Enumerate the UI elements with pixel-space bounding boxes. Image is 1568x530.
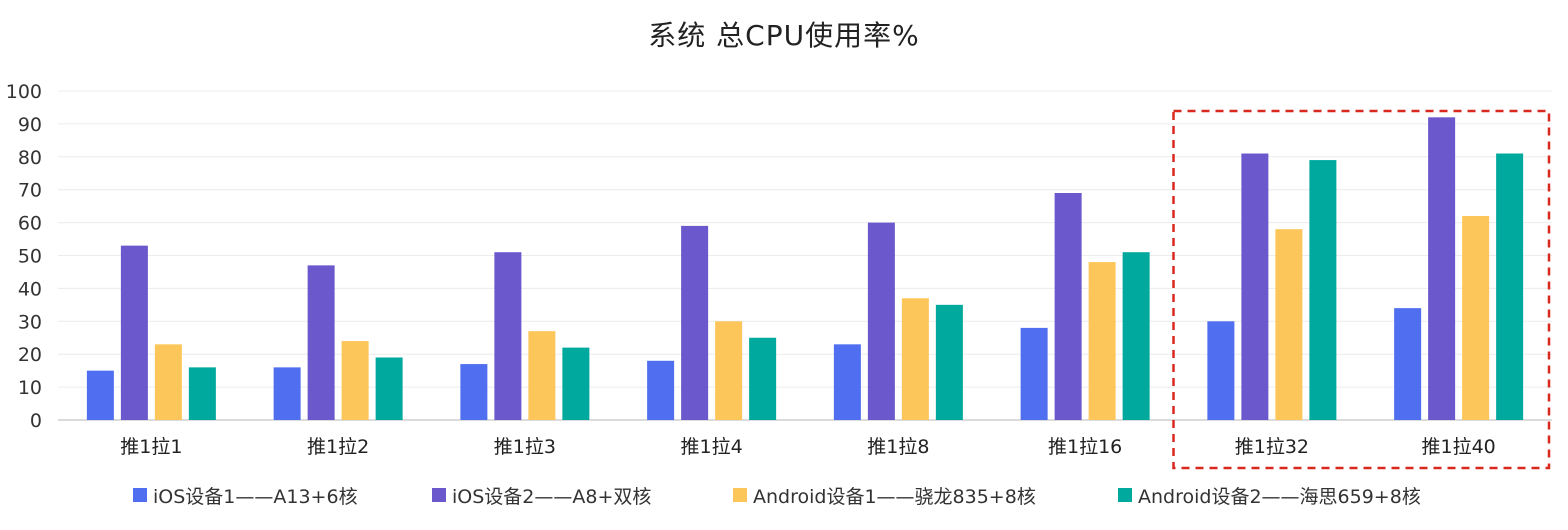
bar [460,364,488,420]
y-tick-label: 70 [18,180,42,202]
x-tick-label: 推1拉2 [307,436,369,458]
bar [375,357,403,420]
bar [120,245,148,420]
x-tick-label: 推1拉1 [120,436,182,458]
bar [188,367,216,420]
y-axis-ticks: 0 10 20 30 40 50 60 70 80 90 100 [6,81,42,432]
legend-label: iOS设备2——A8+双核 [452,485,652,508]
bar [1275,229,1303,420]
bar [562,347,590,420]
bar [1122,252,1150,420]
x-tick-label: 推1拉3 [494,436,556,458]
bar [273,367,301,420]
x-axis-ticks: 推1拉1 推1拉2 推1拉3 推1拉4 推1拉8 推1拉16 推1拉32 推1拉40 [120,436,1495,458]
legend-swatch [432,488,446,502]
bar [1088,262,1116,420]
bar [647,360,675,420]
legend-swatch [133,488,147,502]
highlight-rectangle [1172,109,1551,470]
bar [528,331,556,420]
bar [867,222,895,420]
x-tick-label: 推1拉16 [1048,436,1122,458]
gridlines [58,90,1552,421]
legend-item[interactable]: Android设备2——海思659+8核 [1118,482,1421,508]
bar [681,225,709,420]
bar [749,337,777,420]
y-tick-label: 20 [18,344,42,366]
x-tick-label: 推1拉40 [1421,436,1495,458]
bar [935,304,963,420]
legend: iOS设备1——A13+6核 iOS设备2——A8+双核 Android设备1——骁… [0,482,1568,508]
bar [1020,327,1048,420]
legend-item[interactable]: Android设备1——骁龙835+8核 [733,482,1036,508]
chart-title: 系统 总CPU使用率% [648,19,920,52]
bar [1054,192,1082,420]
legend-label: Android设备1——骁龙835+8核 [753,485,1036,508]
x-tick-label: 推1拉8 [867,436,929,458]
legend-item[interactable]: iOS设备1——A13+6核 [133,482,358,508]
bars [86,117,1524,420]
y-tick-label: 50 [18,246,42,268]
y-tick-label: 60 [18,213,42,235]
y-tick-label: 80 [18,147,42,169]
bar [307,265,335,420]
y-tick-label: 10 [18,377,42,399]
legend-swatch [733,488,747,502]
bar [1207,321,1235,420]
bar [1241,153,1269,420]
bar [833,344,861,420]
y-tick-label: 0 [30,410,42,432]
bar [1309,160,1337,420]
x-tick-label: 推1拉4 [681,436,743,458]
bar [154,344,182,420]
bar [1428,117,1456,420]
bar [715,321,743,420]
legend-label: Android设备2——海思659+8核 [1138,485,1421,508]
x-tick-label: 推1拉32 [1235,436,1309,458]
bar [341,341,369,420]
bar [901,298,929,420]
bar [1462,216,1490,420]
highlight-box [1172,109,1551,470]
bar [494,252,522,420]
legend-swatch [1118,488,1132,502]
legend-item[interactable]: iOS设备2——A8+双核 [432,482,651,508]
bar [86,370,114,420]
bar [1496,153,1524,420]
bar [1394,308,1422,420]
y-tick-label: 40 [18,278,42,300]
y-tick-label: 100 [6,81,42,103]
y-tick-label: 30 [18,311,42,333]
y-tick-label: 90 [18,114,42,136]
legend-label: iOS设备1——A13+6核 [153,485,358,508]
